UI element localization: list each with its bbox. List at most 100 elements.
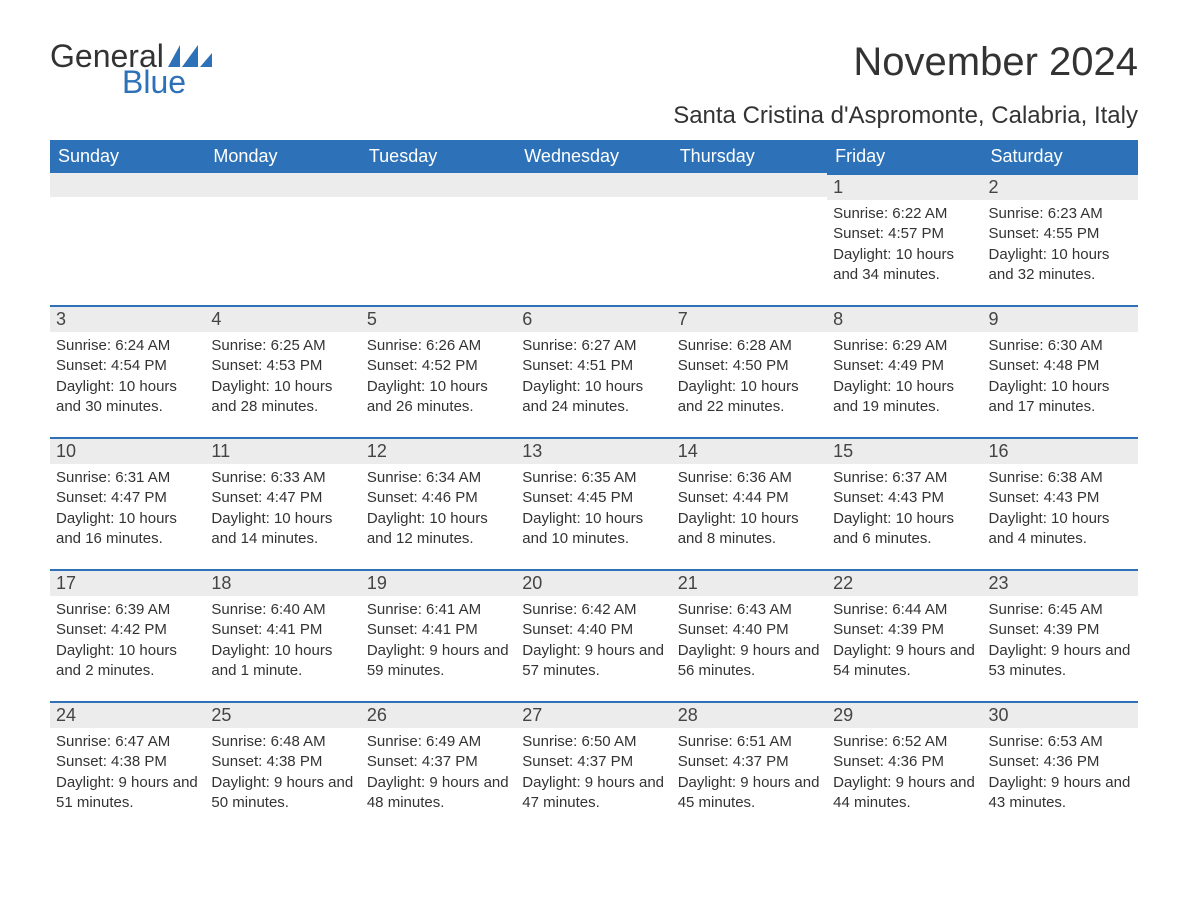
sunrise-text: Sunrise: 6:52 AM xyxy=(833,732,976,752)
day-details: Sunrise: 6:47 AMSunset: 4:38 PMDaylight:… xyxy=(50,728,205,817)
daylight-text: Daylight: 9 hours and 57 minutes. xyxy=(522,641,665,682)
sunset-text: Sunset: 4:37 PM xyxy=(367,752,510,772)
day-details: Sunrise: 6:48 AMSunset: 4:38 PMDaylight:… xyxy=(205,728,360,817)
calendar-cell: 17Sunrise: 6:39 AMSunset: 4:42 PMDayligh… xyxy=(50,569,205,701)
sunrise-text: Sunrise: 6:44 AM xyxy=(833,600,976,620)
day-number: 23 xyxy=(983,569,1138,596)
day-number: 6 xyxy=(516,305,671,332)
daylight-text: Daylight: 10 hours and 17 minutes. xyxy=(989,377,1132,418)
brand-logo: General Blue xyxy=(50,40,212,98)
day-number: 8 xyxy=(827,305,982,332)
day-number: 27 xyxy=(516,701,671,728)
sunrise-text: Sunrise: 6:33 AM xyxy=(211,468,354,488)
page-title: November 2024 xyxy=(853,40,1138,85)
day-details: Sunrise: 6:33 AMSunset: 4:47 PMDaylight:… xyxy=(205,464,360,553)
day-number: 24 xyxy=(50,701,205,728)
daylight-text: Daylight: 10 hours and 10 minutes. xyxy=(522,509,665,550)
daylight-text: Daylight: 9 hours and 45 minutes. xyxy=(678,773,821,814)
day-header: Thursday xyxy=(672,140,827,173)
day-number: 10 xyxy=(50,437,205,464)
day-details: Sunrise: 6:25 AMSunset: 4:53 PMDaylight:… xyxy=(205,332,360,421)
calendar-cell xyxy=(205,173,360,305)
calendar-cell: 19Sunrise: 6:41 AMSunset: 4:41 PMDayligh… xyxy=(361,569,516,701)
daylight-text: Daylight: 10 hours and 8 minutes. xyxy=(678,509,821,550)
calendar-cell: 25Sunrise: 6:48 AMSunset: 4:38 PMDayligh… xyxy=(205,701,360,833)
day-details: Sunrise: 6:44 AMSunset: 4:39 PMDaylight:… xyxy=(827,596,982,685)
day-number: 21 xyxy=(672,569,827,596)
calendar-cell: 1Sunrise: 6:22 AMSunset: 4:57 PMDaylight… xyxy=(827,173,982,305)
sunrise-text: Sunrise: 6:39 AM xyxy=(56,600,199,620)
sunrise-text: Sunrise: 6:29 AM xyxy=(833,336,976,356)
day-number: 30 xyxy=(983,701,1138,728)
calendar-cell: 27Sunrise: 6:50 AMSunset: 4:37 PMDayligh… xyxy=(516,701,671,833)
sunset-text: Sunset: 4:52 PM xyxy=(367,356,510,376)
sunrise-text: Sunrise: 6:27 AM xyxy=(522,336,665,356)
sunrise-text: Sunrise: 6:49 AM xyxy=(367,732,510,752)
day-details: Sunrise: 6:39 AMSunset: 4:42 PMDaylight:… xyxy=(50,596,205,685)
day-details: Sunrise: 6:29 AMSunset: 4:49 PMDaylight:… xyxy=(827,332,982,421)
blank-day xyxy=(205,173,360,197)
day-number: 16 xyxy=(983,437,1138,464)
sunrise-text: Sunrise: 6:36 AM xyxy=(678,468,821,488)
sunset-text: Sunset: 4:46 PM xyxy=(367,488,510,508)
day-number: 29 xyxy=(827,701,982,728)
sunset-text: Sunset: 4:47 PM xyxy=(56,488,199,508)
calendar-cell: 3Sunrise: 6:24 AMSunset: 4:54 PMDaylight… xyxy=(50,305,205,437)
day-number: 3 xyxy=(50,305,205,332)
sunrise-text: Sunrise: 6:50 AM xyxy=(522,732,665,752)
sunrise-text: Sunrise: 6:26 AM xyxy=(367,336,510,356)
calendar-cell: 10Sunrise: 6:31 AMSunset: 4:47 PMDayligh… xyxy=(50,437,205,569)
blank-day xyxy=(50,173,205,197)
calendar-cell: 30Sunrise: 6:53 AMSunset: 4:36 PMDayligh… xyxy=(983,701,1138,833)
sunrise-text: Sunrise: 6:23 AM xyxy=(989,204,1132,224)
calendar-cell xyxy=(50,173,205,305)
day-number: 28 xyxy=(672,701,827,728)
calendar-body: 1Sunrise: 6:22 AMSunset: 4:57 PMDaylight… xyxy=(50,173,1138,833)
day-number: 7 xyxy=(672,305,827,332)
sunset-text: Sunset: 4:53 PM xyxy=(211,356,354,376)
calendar-cell: 4Sunrise: 6:25 AMSunset: 4:53 PMDaylight… xyxy=(205,305,360,437)
calendar-cell xyxy=(672,173,827,305)
header: General Blue November 2024 xyxy=(50,40,1138,98)
daylight-text: Daylight: 9 hours and 53 minutes. xyxy=(989,641,1132,682)
calendar-cell: 13Sunrise: 6:35 AMSunset: 4:45 PMDayligh… xyxy=(516,437,671,569)
day-details: Sunrise: 6:26 AMSunset: 4:52 PMDaylight:… xyxy=(361,332,516,421)
sunset-text: Sunset: 4:44 PM xyxy=(678,488,821,508)
daylight-text: Daylight: 10 hours and 2 minutes. xyxy=(56,641,199,682)
calendar-table: SundayMondayTuesdayWednesdayThursdayFrid… xyxy=(50,140,1138,833)
sunrise-text: Sunrise: 6:53 AM xyxy=(989,732,1132,752)
sunset-text: Sunset: 4:42 PM xyxy=(56,620,199,640)
sunrise-text: Sunrise: 6:42 AM xyxy=(522,600,665,620)
sunset-text: Sunset: 4:51 PM xyxy=(522,356,665,376)
day-header: Saturday xyxy=(983,140,1138,173)
day-number: 19 xyxy=(361,569,516,596)
day-details: Sunrise: 6:53 AMSunset: 4:36 PMDaylight:… xyxy=(983,728,1138,817)
calendar-week: 10Sunrise: 6:31 AMSunset: 4:47 PMDayligh… xyxy=(50,437,1138,569)
brand-text-2: Blue xyxy=(122,66,212,98)
daylight-text: Daylight: 9 hours and 51 minutes. xyxy=(56,773,199,814)
day-number: 2 xyxy=(983,173,1138,200)
calendar-cell: 11Sunrise: 6:33 AMSunset: 4:47 PMDayligh… xyxy=(205,437,360,569)
day-details: Sunrise: 6:36 AMSunset: 4:44 PMDaylight:… xyxy=(672,464,827,553)
sunset-text: Sunset: 4:40 PM xyxy=(522,620,665,640)
location-text: Santa Cristina d'Aspromonte, Calabria, I… xyxy=(50,102,1138,130)
daylight-text: Daylight: 10 hours and 28 minutes. xyxy=(211,377,354,418)
day-header-row: SundayMondayTuesdayWednesdayThursdayFrid… xyxy=(50,140,1138,173)
calendar-cell: 5Sunrise: 6:26 AMSunset: 4:52 PMDaylight… xyxy=(361,305,516,437)
sunset-text: Sunset: 4:49 PM xyxy=(833,356,976,376)
day-details: Sunrise: 6:43 AMSunset: 4:40 PMDaylight:… xyxy=(672,596,827,685)
daylight-text: Daylight: 10 hours and 6 minutes. xyxy=(833,509,976,550)
sunset-text: Sunset: 4:45 PM xyxy=(522,488,665,508)
day-number: 20 xyxy=(516,569,671,596)
blank-day xyxy=(361,173,516,197)
daylight-text: Daylight: 10 hours and 1 minute. xyxy=(211,641,354,682)
sunset-text: Sunset: 4:36 PM xyxy=(833,752,976,772)
daylight-text: Daylight: 9 hours and 47 minutes. xyxy=(522,773,665,814)
sunset-text: Sunset: 4:50 PM xyxy=(678,356,821,376)
day-number: 1 xyxy=(827,173,982,200)
calendar-cell: 26Sunrise: 6:49 AMSunset: 4:37 PMDayligh… xyxy=(361,701,516,833)
calendar-cell: 15Sunrise: 6:37 AMSunset: 4:43 PMDayligh… xyxy=(827,437,982,569)
calendar-cell: 18Sunrise: 6:40 AMSunset: 4:41 PMDayligh… xyxy=(205,569,360,701)
day-details: Sunrise: 6:40 AMSunset: 4:41 PMDaylight:… xyxy=(205,596,360,685)
calendar-cell: 9Sunrise: 6:30 AMSunset: 4:48 PMDaylight… xyxy=(983,305,1138,437)
